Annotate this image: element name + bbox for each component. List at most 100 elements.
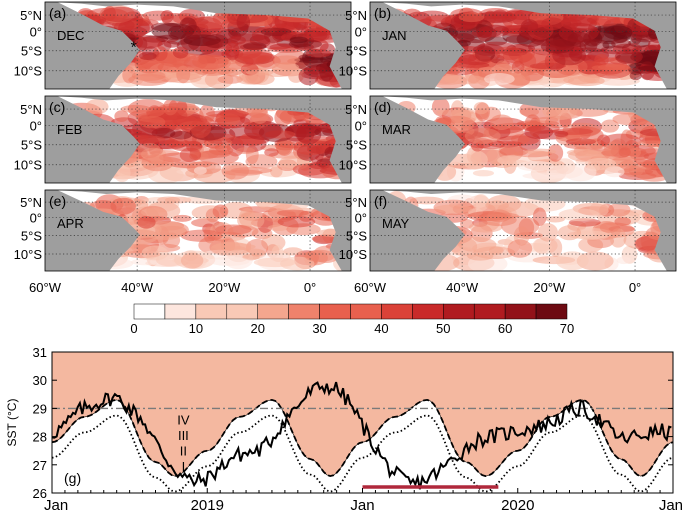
y-tick-label: 29: [33, 401, 47, 416]
heat-blob: [464, 127, 501, 144]
heat-blob: [563, 75, 596, 85]
map-panel-e: (e) APR 5°N0° 5°S 10°S: [14, 189, 352, 272]
panel-label: (b): [374, 5, 391, 21]
colorbar-segment: [381, 303, 413, 320]
map-content: [45, 96, 351, 183]
month-label: MAY: [382, 216, 410, 231]
heat-blob: [236, 13, 251, 32]
south-america-land: [370, 190, 465, 271]
heat-blob: [557, 225, 582, 241]
colorbar-segment: [473, 303, 506, 320]
heat-blob: [524, 148, 557, 155]
lat-label: 10°S: [14, 247, 43, 262]
heat-blob: [629, 71, 642, 81]
heat-blob: [452, 33, 475, 43]
map-content: [45, 190, 351, 271]
heat-blob: [85, 98, 109, 115]
heat-blob: [137, 142, 161, 159]
lat-label: 10°S: [14, 158, 43, 173]
colorbar-segment: [164, 303, 197, 320]
colorbar-segment: [535, 303, 568, 320]
heat-blob: [485, 200, 509, 211]
heat-blob: [198, 149, 239, 165]
category-label-IV: IV: [177, 412, 190, 427]
month-label: DEC: [57, 28, 84, 43]
heat-blob: [180, 229, 223, 242]
map-frame: [44, 189, 352, 272]
panel-label: (c): [49, 99, 65, 115]
map-panel-b: (b) JAN 5°N 0° 5°S 10°S: [339, 1, 677, 90]
lat-label: 5°N: [345, 8, 367, 23]
heat-blob: [172, 46, 189, 59]
heat-blob: [236, 74, 261, 85]
map-content: [370, 190, 676, 271]
heat-blob: [210, 241, 251, 256]
africa-land: [379, 190, 676, 271]
heat-blob: [594, 53, 609, 67]
heat-blob: [169, 130, 192, 140]
heat-blob: [308, 161, 331, 170]
panel-label-g: (g): [64, 470, 81, 486]
lat-label: 5°N: [20, 195, 42, 210]
heat-blob: [219, 110, 249, 118]
heat-blob: [217, 75, 243, 84]
heat-blob: [472, 169, 494, 177]
heat-blob: [618, 147, 631, 158]
heat-blob: [243, 42, 267, 50]
heat-blob: [138, 51, 157, 61]
map-panel-a: (a) DEC * 5°N 0° 5°S 10°S: [14, 1, 352, 90]
heat-blob: [443, 75, 487, 85]
x-tick-label: Jan: [659, 497, 683, 513]
heat-blob: [277, 215, 316, 228]
lat-label: 0°: [355, 119, 367, 134]
heat-blob: [541, 17, 564, 31]
heat-blob: [212, 204, 229, 219]
heat-blob: [180, 252, 204, 269]
south-america-land: [45, 190, 140, 271]
lat-label: 10°S: [339, 247, 368, 262]
month-label: MAR: [382, 122, 411, 137]
lat-label: 5°N: [20, 8, 42, 23]
panel-label: (e): [49, 193, 66, 209]
y-axis-label: SST (°C): [5, 399, 19, 447]
lon-label: 60°W: [29, 280, 62, 295]
category-label-II: II: [180, 443, 187, 458]
heat-blob: [250, 107, 269, 124]
south-america-land: [45, 2, 140, 89]
lon-label: 20°W: [208, 280, 241, 295]
heat-blob: [597, 64, 631, 71]
heat-blob: [484, 73, 515, 85]
heat-blob: [274, 140, 297, 151]
lon-label: 40°W: [121, 280, 154, 295]
heat-blob: [507, 239, 533, 258]
heat-blob: [524, 125, 554, 140]
heat-blob: [289, 36, 308, 44]
heat-blob: [540, 39, 575, 54]
lat-label: 0°: [30, 25, 42, 40]
south-america-land: [370, 96, 465, 183]
x-tick-label: Jan: [350, 497, 374, 513]
colorbar-segment: [504, 303, 537, 320]
heat-blob: [532, 207, 547, 226]
heat-blob: [202, 34, 229, 49]
colorbar-segment: [319, 303, 351, 320]
climatology-line: [52, 414, 673, 493]
map-content: [370, 2, 676, 89]
africa-land: [54, 2, 351, 89]
heat-blob: [473, 194, 489, 212]
heat-blob: [270, 62, 300, 73]
heat-blob: [114, 110, 129, 123]
heat-blob: [273, 55, 301, 65]
month-label: APR: [57, 216, 84, 231]
lon-label: 0°: [304, 280, 316, 295]
heat-blob: [537, 223, 558, 242]
colorbar-tick-label: 0: [130, 321, 137, 336]
heat-blob: [555, 251, 589, 271]
lat-label: 5°S: [21, 44, 42, 59]
heat-blob: [487, 140, 523, 148]
colorbar-segment: [195, 303, 228, 320]
colorbar-tick-label: 50: [436, 321, 450, 336]
heat-blob: [597, 134, 611, 146]
panel-label: (d): [374, 99, 391, 115]
heat-blob: [611, 38, 632, 49]
